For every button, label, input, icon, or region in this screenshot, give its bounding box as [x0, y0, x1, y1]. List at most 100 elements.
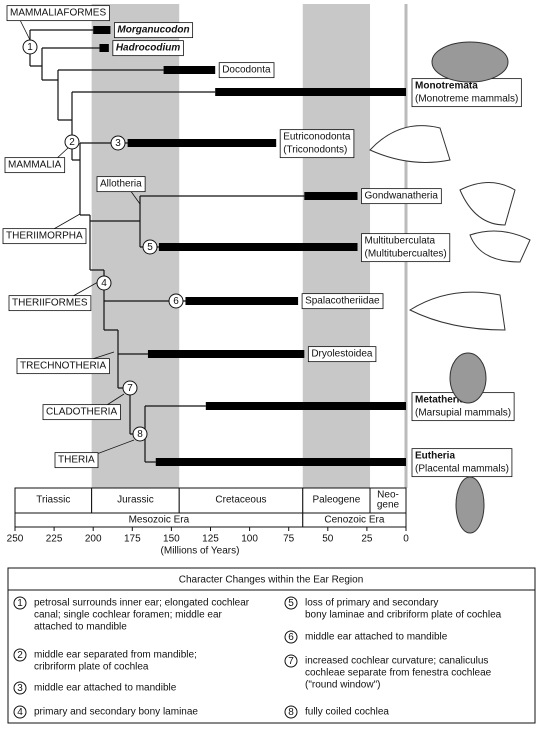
legend-text: middle ear separated from mandible; — [34, 650, 197, 661]
label-box — [301, 293, 384, 310]
legend-circle — [13, 596, 27, 610]
label-box — [307, 346, 377, 363]
fossil-range-bar — [163, 66, 216, 74]
legend-text: bony laminae and cribriform plate of coc… — [305, 610, 502, 621]
legend-box — [7, 567, 536, 724]
legend-text: middle ear attached to mandible — [305, 632, 448, 643]
tick-label: 175 — [124, 534, 141, 545]
era-cell — [302, 512, 407, 528]
label-box — [112, 40, 184, 57]
taxon-name: Docodonta — [222, 65, 271, 76]
fossil-range-bar — [304, 192, 358, 200]
node-number: 3 — [115, 138, 121, 149]
legend-text: primary and secondary bony laminae — [34, 707, 198, 718]
taxon-common-name: (Triconodonts) — [283, 145, 347, 156]
fossil-range-bar — [147, 350, 305, 358]
node-number: 1 — [27, 42, 33, 53]
taxa: Morganucodon Hadrocodium Docodonta Monotrem… — [2, 5, 522, 478]
period-name: Jurassic — [117, 495, 154, 506]
node-circle — [22, 39, 38, 55]
taxon-common-name: (Monotreme mammals) — [415, 94, 518, 105]
skull-drawing — [408, 291, 506, 331]
skull-drawing — [459, 182, 516, 226]
node-circle — [132, 426, 148, 442]
taxon-name: Monotremata — [415, 81, 478, 92]
period-cell — [91, 487, 180, 514]
node-number: 7 — [127, 383, 133, 394]
taxon-name: Multituberculata — [365, 236, 436, 247]
legend-text: cribriform plate of cochlea — [34, 662, 149, 673]
legend-text: middle ear attached to mandible — [34, 683, 177, 694]
node-number: 8 — [137, 429, 143, 440]
legend-number: 2 — [17, 650, 23, 661]
period-cell — [369, 487, 407, 514]
tick-label: 25 — [361, 534, 373, 545]
fossil-range-bar — [158, 243, 358, 251]
taxon-name: Metatheria — [415, 395, 465, 406]
legend-circle — [284, 705, 298, 719]
label-box — [54, 452, 99, 469]
label-box — [2, 228, 87, 245]
label-box — [16, 358, 110, 375]
taxon-name: Morganucodon — [117, 25, 189, 36]
fossil-range-bar — [93, 26, 111, 34]
label-box — [361, 233, 451, 263]
legend-circle — [284, 596, 298, 610]
period-name: Triassic — [36, 495, 70, 506]
label-box — [42, 404, 121, 421]
legend-text: canal; single cochlear foramen; middle e… — [34, 610, 223, 621]
clade-label: CLADOTHERIA — [46, 407, 117, 418]
legend-text: petrosal surrounds inner ear; elongated … — [34, 598, 250, 609]
taxon-common-name: (Multitubercualtes) — [365, 249, 447, 260]
clade-label: THERIA — [58, 455, 95, 466]
axis-label: (Millions of Years) — [161, 546, 240, 557]
node-circle — [122, 380, 138, 396]
taxon-name: Gondwanatheria — [365, 191, 439, 202]
time-axis: Triassic Jurassic Cretaceous Paleogene Neo-g… — [7, 487, 409, 545]
taxon-name: Eutriconodonta — [283, 132, 351, 143]
clade-label: MAMMALIAFORMES — [10, 8, 106, 19]
fossil-range-bar — [99, 44, 109, 52]
tick-label: 0 — [403, 534, 409, 545]
node-circle — [110, 135, 126, 151]
legend-number: 3 — [17, 683, 23, 694]
kangaroo-silhouette — [449, 352, 487, 404]
skull-drawing — [469, 230, 531, 263]
legend-circle — [13, 648, 27, 662]
node-number: 4 — [101, 278, 107, 289]
node-circle — [142, 239, 158, 255]
era-name: Cenozoic Era — [324, 515, 384, 526]
node-circle — [168, 293, 184, 309]
label-box — [8, 295, 92, 312]
taxon-common-name: (Marsupial mammals) — [415, 408, 511, 419]
human-silhouette — [455, 476, 485, 534]
label-box — [114, 22, 194, 39]
period-name: Cretaceous — [215, 495, 266, 506]
taxon-name: Spalacotheriidae — [305, 296, 380, 307]
tick-label: 50 — [322, 534, 334, 545]
label-box — [411, 78, 522, 108]
skull-drawing — [369, 125, 451, 163]
label-box — [96, 176, 146, 193]
fossil-range-bar — [127, 139, 277, 147]
legend-items: 1 petrosal surrounds inner ear; elongated… — [13, 596, 502, 719]
legend-number: 1 — [17, 598, 23, 609]
node-circle — [96, 275, 112, 291]
clade-label: THERIIFORMES — [12, 298, 88, 309]
legend-text: attached to mandible — [34, 622, 127, 633]
period-name: gene — [377, 500, 400, 511]
period-name: Neo- — [377, 490, 399, 501]
tick-label: 75 — [283, 534, 295, 545]
fossil-range-bar — [215, 88, 406, 96]
taxon-name: Dryolestoidea — [311, 349, 373, 360]
legend-text: ("round window") — [305, 680, 380, 691]
legend-number: 5 — [288, 598, 294, 609]
legend-number: 7 — [288, 656, 294, 667]
legend-number: 6 — [288, 632, 294, 643]
legend-text: loss of primary and secondary — [305, 598, 438, 609]
tick-label: 225 — [46, 534, 63, 545]
tick-label: 250 — [7, 534, 24, 545]
fossil-range-bar — [155, 458, 406, 466]
legend-text: cochleae separate from fenestra cochleae — [305, 668, 492, 679]
